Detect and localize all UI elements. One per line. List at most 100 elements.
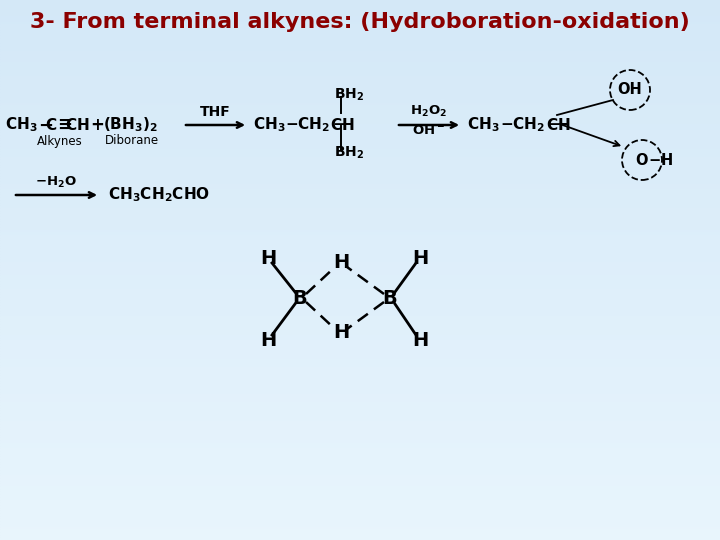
Bar: [0, 464, 720, 467]
Bar: [0, 200, 720, 202]
Bar: [0, 151, 720, 154]
Bar: [0, 451, 720, 454]
Bar: [0, 251, 720, 254]
Bar: [0, 86, 720, 89]
Bar: [0, 132, 720, 135]
Text: B: B: [382, 288, 397, 307]
Text: $\mathbf{CH_3CH_2CHO}$: $\mathbf{CH_3CH_2CHO}$: [108, 186, 210, 204]
Bar: [0, 367, 720, 370]
Bar: [0, 68, 720, 70]
Bar: [0, 16, 720, 19]
Bar: [0, 40, 720, 43]
Bar: [0, 165, 720, 167]
Bar: [0, 351, 720, 354]
Bar: [0, 281, 720, 284]
Bar: [0, 256, 720, 259]
Bar: [0, 181, 720, 184]
Bar: [0, 76, 720, 78]
Bar: [0, 454, 720, 456]
Bar: [0, 103, 720, 105]
Bar: [0, 494, 720, 497]
Bar: [0, 418, 720, 421]
Bar: [0, 243, 720, 246]
Bar: [0, 130, 720, 132]
Bar: [0, 78, 720, 81]
Text: $\mathbf{OH^-}$: $\mathbf{OH^-}$: [413, 124, 446, 137]
Bar: [0, 424, 720, 427]
Bar: [0, 302, 720, 305]
Bar: [0, 73, 720, 76]
Bar: [0, 375, 720, 378]
Bar: [0, 529, 720, 532]
Bar: [0, 135, 720, 138]
Text: H: H: [333, 253, 349, 273]
Bar: [0, 84, 720, 86]
Text: H: H: [260, 248, 276, 267]
Bar: [0, 219, 720, 221]
Bar: [0, 186, 720, 189]
Bar: [0, 211, 720, 213]
Bar: [0, 521, 720, 524]
Bar: [0, 481, 720, 483]
Bar: [0, 273, 720, 275]
Bar: [0, 467, 720, 470]
Bar: [0, 108, 720, 111]
Bar: [0, 405, 720, 408]
Bar: [0, 364, 720, 367]
Bar: [0, 397, 720, 400]
Text: THF: THF: [199, 105, 230, 119]
Bar: [0, 386, 720, 389]
Bar: [0, 346, 720, 348]
Bar: [0, 356, 720, 359]
Bar: [0, 100, 720, 103]
Bar: [0, 62, 720, 65]
Bar: [0, 35, 720, 38]
Bar: [0, 124, 720, 127]
Bar: [0, 373, 720, 375]
Bar: [0, 197, 720, 200]
Bar: [0, 159, 720, 162]
Bar: [0, 491, 720, 494]
Text: $\mathbf{CH}$: $\mathbf{CH}$: [65, 117, 89, 133]
Text: H: H: [333, 323, 349, 342]
Bar: [0, 537, 720, 540]
Bar: [0, 327, 720, 329]
Bar: [0, 413, 720, 416]
Bar: [0, 392, 720, 394]
Text: $\mathbf{CH_3}$: $\mathbf{CH_3}$: [5, 116, 37, 134]
Bar: [0, 8, 720, 11]
Bar: [0, 275, 720, 278]
Text: $\mathbf{BH_2}$: $\mathbf{BH_2}$: [334, 145, 364, 161]
Bar: [0, 402, 720, 405]
Bar: [0, 170, 720, 173]
Bar: [0, 338, 720, 340]
Bar: [0, 127, 720, 130]
Bar: [0, 486, 720, 489]
Bar: [0, 329, 720, 332]
Bar: [0, 505, 720, 508]
Bar: [0, 332, 720, 335]
Bar: [0, 216, 720, 219]
Bar: [0, 532, 720, 535]
Bar: [0, 202, 720, 205]
Bar: [0, 97, 720, 100]
Bar: [0, 238, 720, 240]
Text: $\mathbf{-CH_2-}$: $\mathbf{-CH_2-}$: [285, 116, 346, 134]
Bar: [0, 194, 720, 197]
Bar: [0, 446, 720, 448]
Bar: [0, 410, 720, 413]
Bar: [0, 270, 720, 273]
Bar: [0, 278, 720, 281]
Text: $\mathbf{+}$: $\mathbf{+}$: [90, 116, 104, 134]
Bar: [0, 92, 720, 94]
Bar: [0, 27, 720, 30]
Bar: [0, 483, 720, 486]
Bar: [0, 176, 720, 178]
Bar: [0, 448, 720, 451]
Bar: [0, 32, 720, 35]
Bar: [0, 435, 720, 437]
Bar: [0, 475, 720, 478]
Bar: [0, 46, 720, 49]
Bar: [0, 57, 720, 59]
Bar: [0, 502, 720, 505]
